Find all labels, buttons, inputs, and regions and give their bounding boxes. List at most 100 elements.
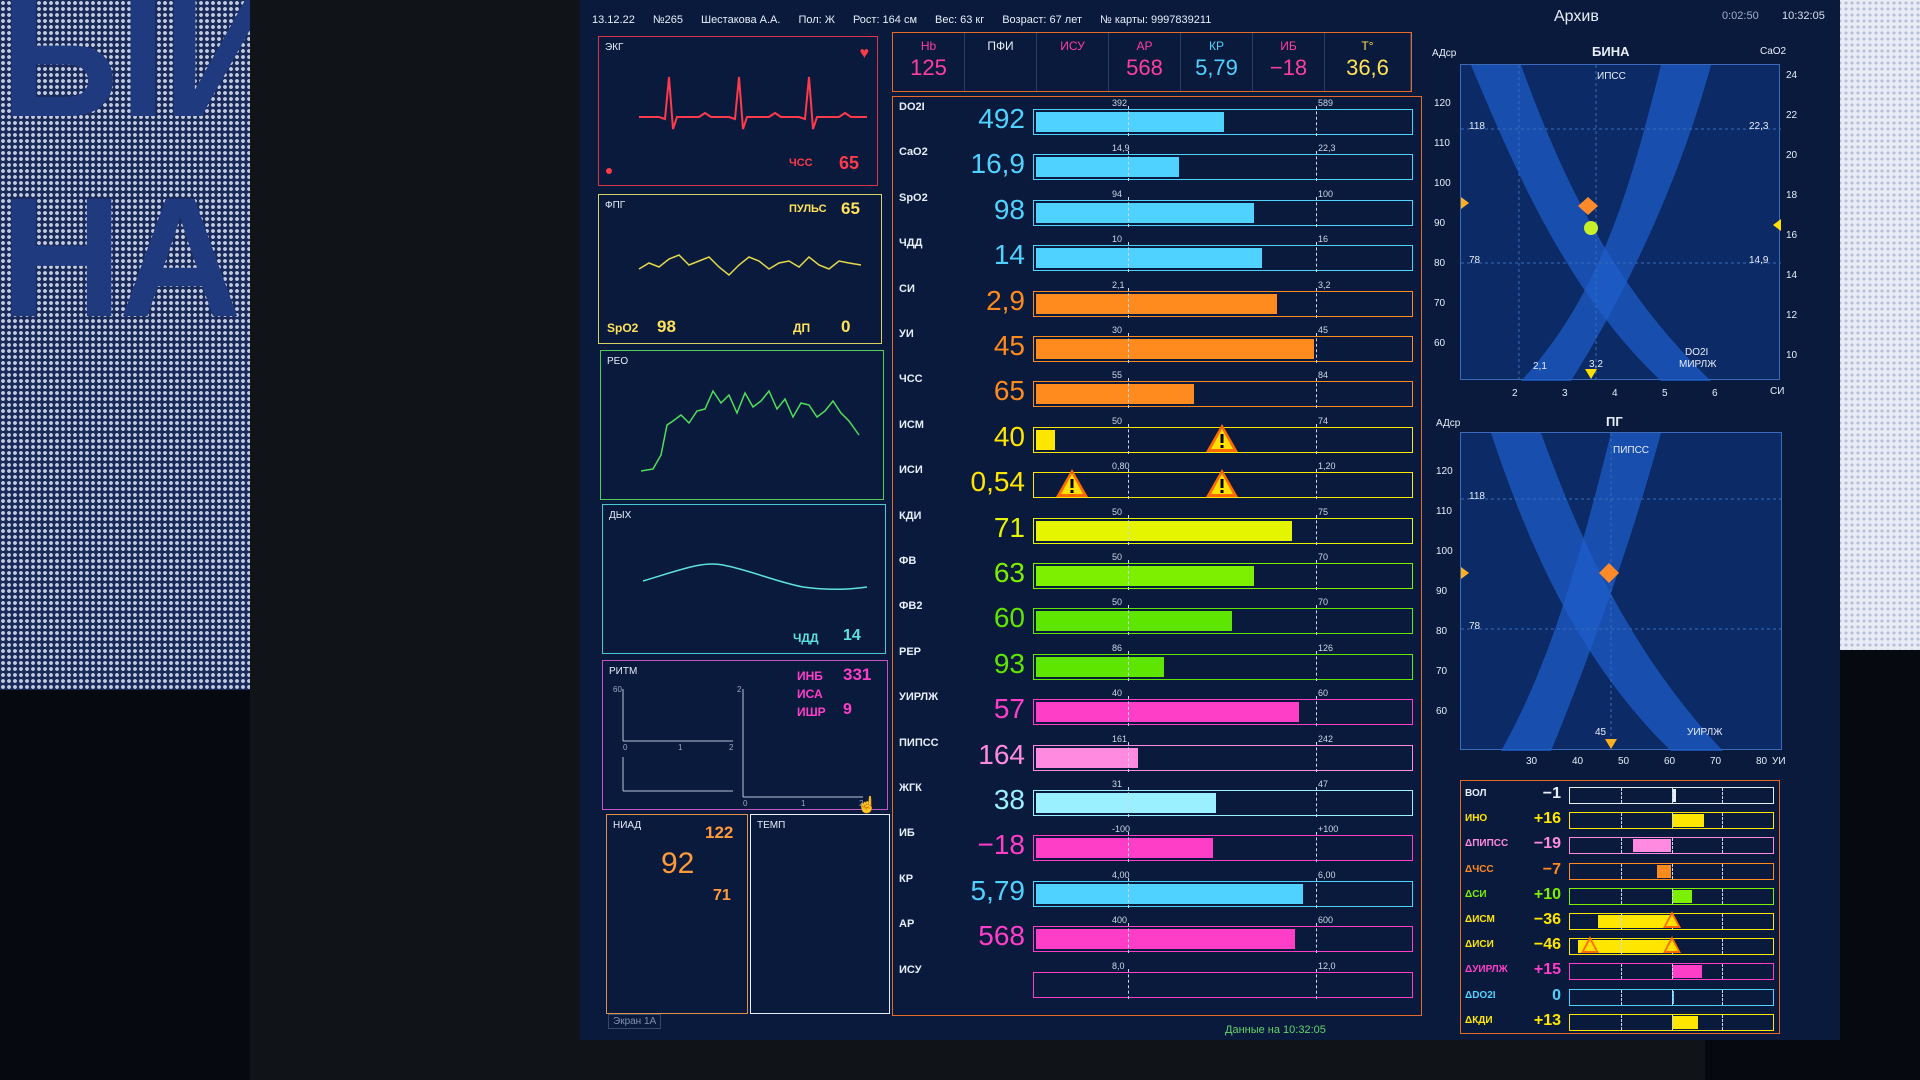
indicator-hi-line xyxy=(1316,832,1317,863)
deviation-row[interactable]: ΔЧСС −7 xyxy=(1461,859,1781,884)
bina-chart[interactable]: ИПСС DO2I МИРЛЖ 118 78 22,3 14,9 2,1 3,2 xyxy=(1460,64,1781,381)
indicator-lo-line xyxy=(1128,106,1129,136)
param-cell[interactable]: АР 568 xyxy=(1109,33,1181,91)
indicator-row[interactable]: ИСМ 40 50 74 xyxy=(893,415,1423,460)
fpg-dp-label: ДП xyxy=(793,321,811,335)
deviation-gridline xyxy=(1620,989,1622,1005)
indicator-row[interactable]: CaO2 16,9 14,9 22,3 xyxy=(893,142,1423,187)
deviation-row[interactable]: ВОЛ −1 xyxy=(1461,783,1781,808)
axis-tick: 4 xyxy=(1612,388,1618,399)
indicator-row[interactable]: ФВ 63 50 70 xyxy=(893,551,1423,596)
axis-tick: 40 xyxy=(1572,756,1584,767)
temp-panel[interactable]: ТЕМП xyxy=(750,814,890,1014)
indicator-hi-line xyxy=(1316,560,1317,590)
indicator-value: 16,9 xyxy=(970,148,1026,180)
rhythm-tick: 2 xyxy=(859,799,864,808)
indicator-row[interactable]: ИБ −18 -100 +100 xyxy=(893,823,1423,868)
deviation-row[interactable]: ΔПИПСС −19 xyxy=(1461,833,1781,858)
param-cell[interactable]: T° 36,6 xyxy=(1325,33,1411,91)
indicator-hi-line xyxy=(1316,787,1317,817)
param-cell[interactable]: Hb 125 xyxy=(893,33,965,91)
indicator-fill xyxy=(1036,793,1217,813)
indicator-label: КДИ xyxy=(899,509,922,522)
indicator-track: 400 600 xyxy=(1033,915,1413,954)
indicator-fill xyxy=(1036,838,1213,859)
indicator-label: СИ xyxy=(899,282,915,295)
indicator-value: −18 xyxy=(977,829,1026,861)
ekg-panel[interactable]: ЭКГ ♥ ЧСС 65 xyxy=(598,36,878,186)
deviation-track xyxy=(1569,787,1774,804)
deviation-gridline xyxy=(1671,813,1673,829)
deviation-row[interactable]: ИНО +16 xyxy=(1461,808,1781,833)
indicator-track: 40 60 xyxy=(1033,688,1413,727)
deviation-row[interactable]: ΔУИРЛЖ +15 xyxy=(1461,959,1781,984)
reo-panel[interactable]: РЕО xyxy=(600,350,884,500)
indicator-row[interactable]: ЧСС 65 55 84 xyxy=(893,369,1423,414)
indicator-row[interactable]: DO2I 492 392 589 xyxy=(893,97,1423,142)
pg-curves xyxy=(1461,433,1783,751)
indicator-lo-tick: 50 xyxy=(1112,597,1123,608)
indicator-row[interactable]: ПИПСС 164 161 242 xyxy=(893,733,1423,778)
deviation-row[interactable]: ΔDO2I 0 xyxy=(1461,985,1781,1010)
pg-curve-label-2: УИРЛЖ xyxy=(1687,727,1723,738)
screen-label[interactable]: Экран 1А xyxy=(608,1014,662,1029)
rhythm-tick: 0 xyxy=(743,799,748,808)
indicator-row[interactable]: ИСИ 0,54 0,80 1,20 xyxy=(893,460,1423,505)
deviation-panel: ВОЛ −1 ИНО +16 ΔПИПСС −19 ΔЧСС −7 ΔСИ +10 ΔИСМ −36 Δ… xyxy=(1460,780,1780,1034)
fpg-waveform xyxy=(638,254,862,277)
pg-curve-label: ПИПСС xyxy=(1613,445,1650,456)
deviation-row[interactable]: ΔИСМ −36 xyxy=(1461,909,1781,934)
param-cell[interactable]: ИБ −18 xyxy=(1253,33,1325,91)
archive-button[interactable]: Архив xyxy=(1554,8,1599,25)
indicator-row[interactable]: СИ 2,9 2,1 3,2 xyxy=(893,279,1423,324)
param-cell[interactable]: КР 5,79 xyxy=(1181,33,1253,91)
axis-tick: 120 xyxy=(1434,98,1451,109)
param-label: АР xyxy=(1136,39,1153,53)
fpg-panel[interactable]: ФПГ ПУЛЬС 65 SpO2 98 ДП 0 xyxy=(598,194,882,344)
indicator-lo-tick: 40 xyxy=(1112,688,1123,699)
indicator-label: ЖГК xyxy=(899,782,922,794)
indicator-row[interactable]: ИСУ 8,0 12,0 xyxy=(893,960,1423,1005)
indicator-hi-line xyxy=(1316,877,1317,908)
niad-panel[interactable]: НИАД 122 92 71 xyxy=(606,814,748,1014)
axis-tick: 120 xyxy=(1436,466,1453,477)
deviation-row[interactable]: ΔКДИ +13 xyxy=(1461,1010,1781,1035)
resp-panel[interactable]: ДЫХ ЧДД 14 xyxy=(602,504,886,654)
indicator-fill xyxy=(1036,384,1194,405)
indicator-label: УИРЛЖ xyxy=(899,691,939,704)
indicator-row[interactable]: АР 568 400 600 xyxy=(893,914,1423,959)
indicator-row[interactable]: ЖГК 38 31 47 xyxy=(893,778,1423,823)
indicator-row[interactable]: ФВ2 60 50 70 xyxy=(893,596,1423,641)
pg-title: ПГ xyxy=(1606,414,1623,429)
deviation-row[interactable]: ΔИСИ −46 xyxy=(1461,934,1781,959)
rhythm-panel[interactable]: РИТМ 60 2 0 1 2 0 1 2 ИНБ 331 ИСА ИШР 9 … xyxy=(602,660,888,814)
indicator-lo-tick: 94 xyxy=(1112,188,1123,199)
indicator-value: 164 xyxy=(978,738,1025,770)
indicator-row[interactable]: ЧДД 14 10 16 xyxy=(893,233,1423,278)
indicator-lo-tick: 50 xyxy=(1112,552,1123,562)
deviation-gridline xyxy=(1620,1014,1622,1030)
indicator-value: 0,54 xyxy=(970,466,1026,498)
indicator-hi-line xyxy=(1316,287,1317,318)
deviation-gridline xyxy=(1671,989,1673,1005)
axis-tick: 100 xyxy=(1436,546,1453,557)
indicator-fill xyxy=(1036,883,1303,904)
rhythm-inb-value: 331 xyxy=(843,665,872,684)
indicator-row[interactable]: УИ 45 30 45 xyxy=(893,324,1423,369)
indicator-label: ФВ xyxy=(899,555,917,567)
indicator-row[interactable]: SpO2 98 94 100 xyxy=(893,188,1423,233)
pg-chart[interactable]: ПИПСС УИРЛЖ 118 78 45 xyxy=(1460,432,1783,751)
axis-tick: 80 xyxy=(1756,756,1768,767)
indicator-hi-tick: 16 xyxy=(1318,234,1329,245)
deviation-row[interactable]: ΔСИ +10 xyxy=(1461,884,1781,909)
axis-tick: 16 xyxy=(1786,230,1798,241)
indicator-row[interactable]: КДИ 71 50 75 xyxy=(893,506,1423,551)
background-led-text-2: НА! xyxy=(0,163,250,353)
indicator-row[interactable]: КР 5,79 4,00 6,00 xyxy=(893,869,1423,914)
indicator-row[interactable]: УИРЛЖ 57 40 60 xyxy=(893,687,1423,732)
param-cell[interactable]: ИСУ xyxy=(1037,33,1109,91)
param-cell[interactable]: ПФИ xyxy=(965,33,1037,91)
rhythm-tick: 1 xyxy=(678,743,683,752)
indicator-row[interactable]: PEP 93 86 126 xyxy=(893,642,1423,687)
deviation-track xyxy=(1569,862,1774,880)
